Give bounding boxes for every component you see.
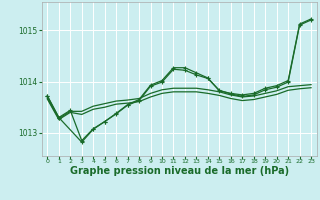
X-axis label: Graphe pression niveau de la mer (hPa): Graphe pression niveau de la mer (hPa) [70,166,289,176]
